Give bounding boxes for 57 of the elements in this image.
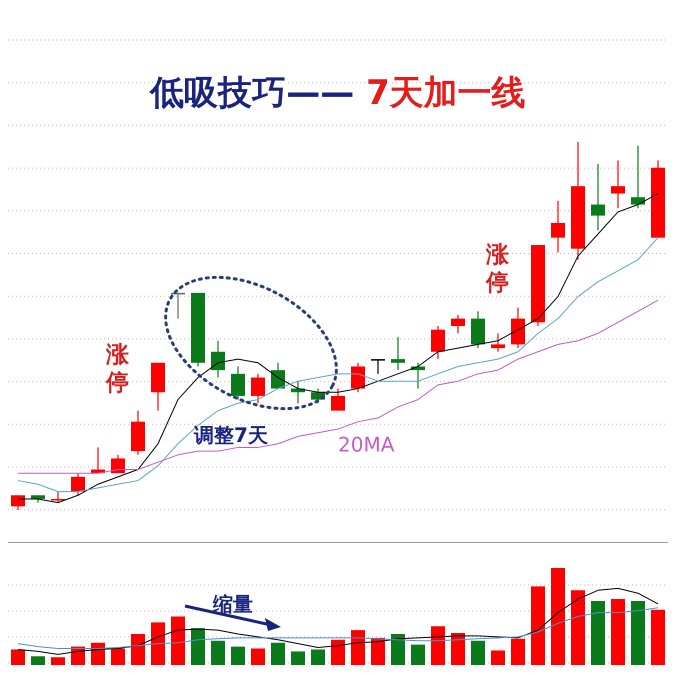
candlestick (231, 366, 245, 400)
bar (111, 648, 125, 665)
bar (451, 632, 465, 665)
candlestick (211, 340, 225, 378)
bar (151, 622, 165, 665)
bar (191, 628, 205, 665)
bar (651, 610, 665, 665)
bar (211, 640, 225, 665)
candlestick (491, 332, 505, 352)
candlestick (171, 292, 185, 320)
candlestick (371, 358, 385, 374)
bar (471, 640, 485, 665)
bar (171, 616, 185, 665)
bar (11, 649, 25, 665)
bar (611, 599, 625, 665)
bar (351, 630, 365, 665)
candlestick (451, 314, 465, 334)
bar (231, 646, 245, 665)
candlestick (431, 325, 445, 360)
annotation: 缩量 (213, 591, 253, 618)
annotation: 调整7天 (194, 422, 268, 449)
bar (311, 649, 325, 665)
bar (551, 568, 565, 665)
bar (431, 626, 445, 665)
candlestick (391, 336, 405, 371)
candlestick (331, 388, 345, 412)
bar (411, 644, 425, 665)
bar (491, 650, 505, 665)
candlestick (611, 160, 625, 209)
bar (371, 638, 385, 665)
bar (91, 642, 105, 665)
candlestick (51, 491, 65, 504)
bar (511, 638, 525, 665)
candlestick (551, 200, 565, 253)
series-label: 20MA (338, 432, 395, 457)
candlestick (11, 494, 25, 510)
bar (631, 600, 645, 665)
bar (51, 657, 65, 665)
candlestick (111, 454, 125, 474)
bar (531, 586, 545, 665)
bar (571, 590, 585, 665)
bar (391, 634, 405, 665)
candlestick (631, 145, 645, 209)
bar (131, 634, 145, 665)
bar (291, 651, 305, 665)
annotation: 涨停 (486, 241, 510, 297)
bar (271, 642, 285, 665)
bar (251, 648, 265, 665)
bar (31, 656, 45, 665)
chart-title: 低吸技巧—— 7天加一线 (150, 73, 526, 113)
candlestick (251, 373, 265, 404)
bar (331, 640, 345, 665)
annotation: 涨停 (106, 341, 130, 397)
candlestick (351, 362, 365, 393)
candlestick (71, 472, 85, 496)
candlestick (591, 163, 605, 231)
bar (591, 600, 605, 665)
